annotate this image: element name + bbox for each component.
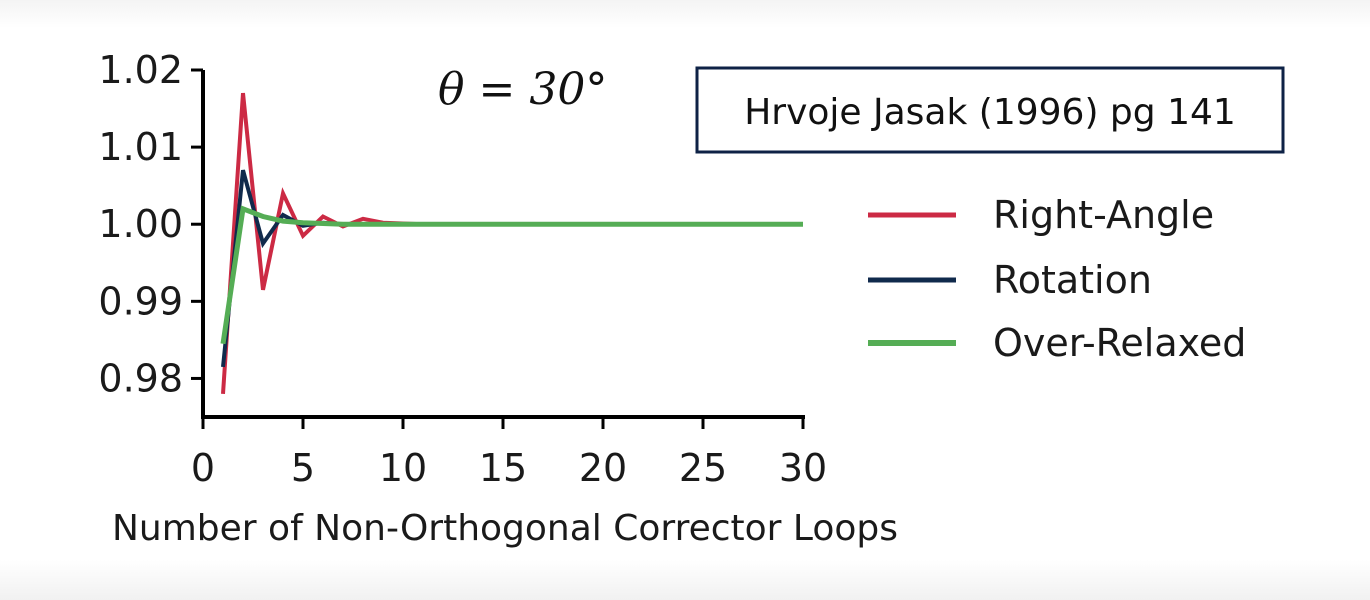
y-tick-label: 1.00: [98, 202, 183, 246]
x-tick-label: 20: [579, 446, 627, 490]
source-box-frame: [695, 66, 1285, 154]
x-tick-label: 0: [191, 446, 215, 490]
x-tick-label: 10: [379, 446, 427, 490]
y-tick-label: 0.98: [98, 356, 183, 400]
legend-label-rotation: Rotation: [993, 258, 1152, 302]
theta-annotation: θ = 30°: [438, 64, 607, 115]
legend: Right-Angle Rotation Over-Relaxed: [868, 193, 1246, 365]
legend-label-right-angle: Right-Angle: [993, 193, 1214, 237]
x-tick-label: 15: [479, 446, 527, 490]
y-tick-label: 1.01: [98, 125, 183, 169]
series-line-over-relaxed: [220, 205, 803, 345]
tick-labels: 0.98 0.99 1.00 1.01 1.02 0 5 10 15 20 25 30: [98, 48, 827, 490]
legend-label-over-relaxed: Over-Relaxed: [993, 321, 1246, 365]
y-tick-label: 0.99: [98, 279, 183, 323]
x-axis-title: Number of Non-Orthogonal Corrector Loops: [112, 508, 898, 549]
series-line-rotation: [221, 169, 803, 368]
series-lines: [220, 92, 803, 395]
x-tick-label: 30: [779, 446, 827, 490]
x-tick-label: 25: [679, 446, 727, 490]
x-tick-label: 5: [291, 446, 315, 490]
axes: [191, 68, 805, 429]
y-tick-label: 1.02: [98, 48, 183, 92]
source-box-text: Hrvoje Jasak (1996) pg 141: [744, 92, 1236, 133]
